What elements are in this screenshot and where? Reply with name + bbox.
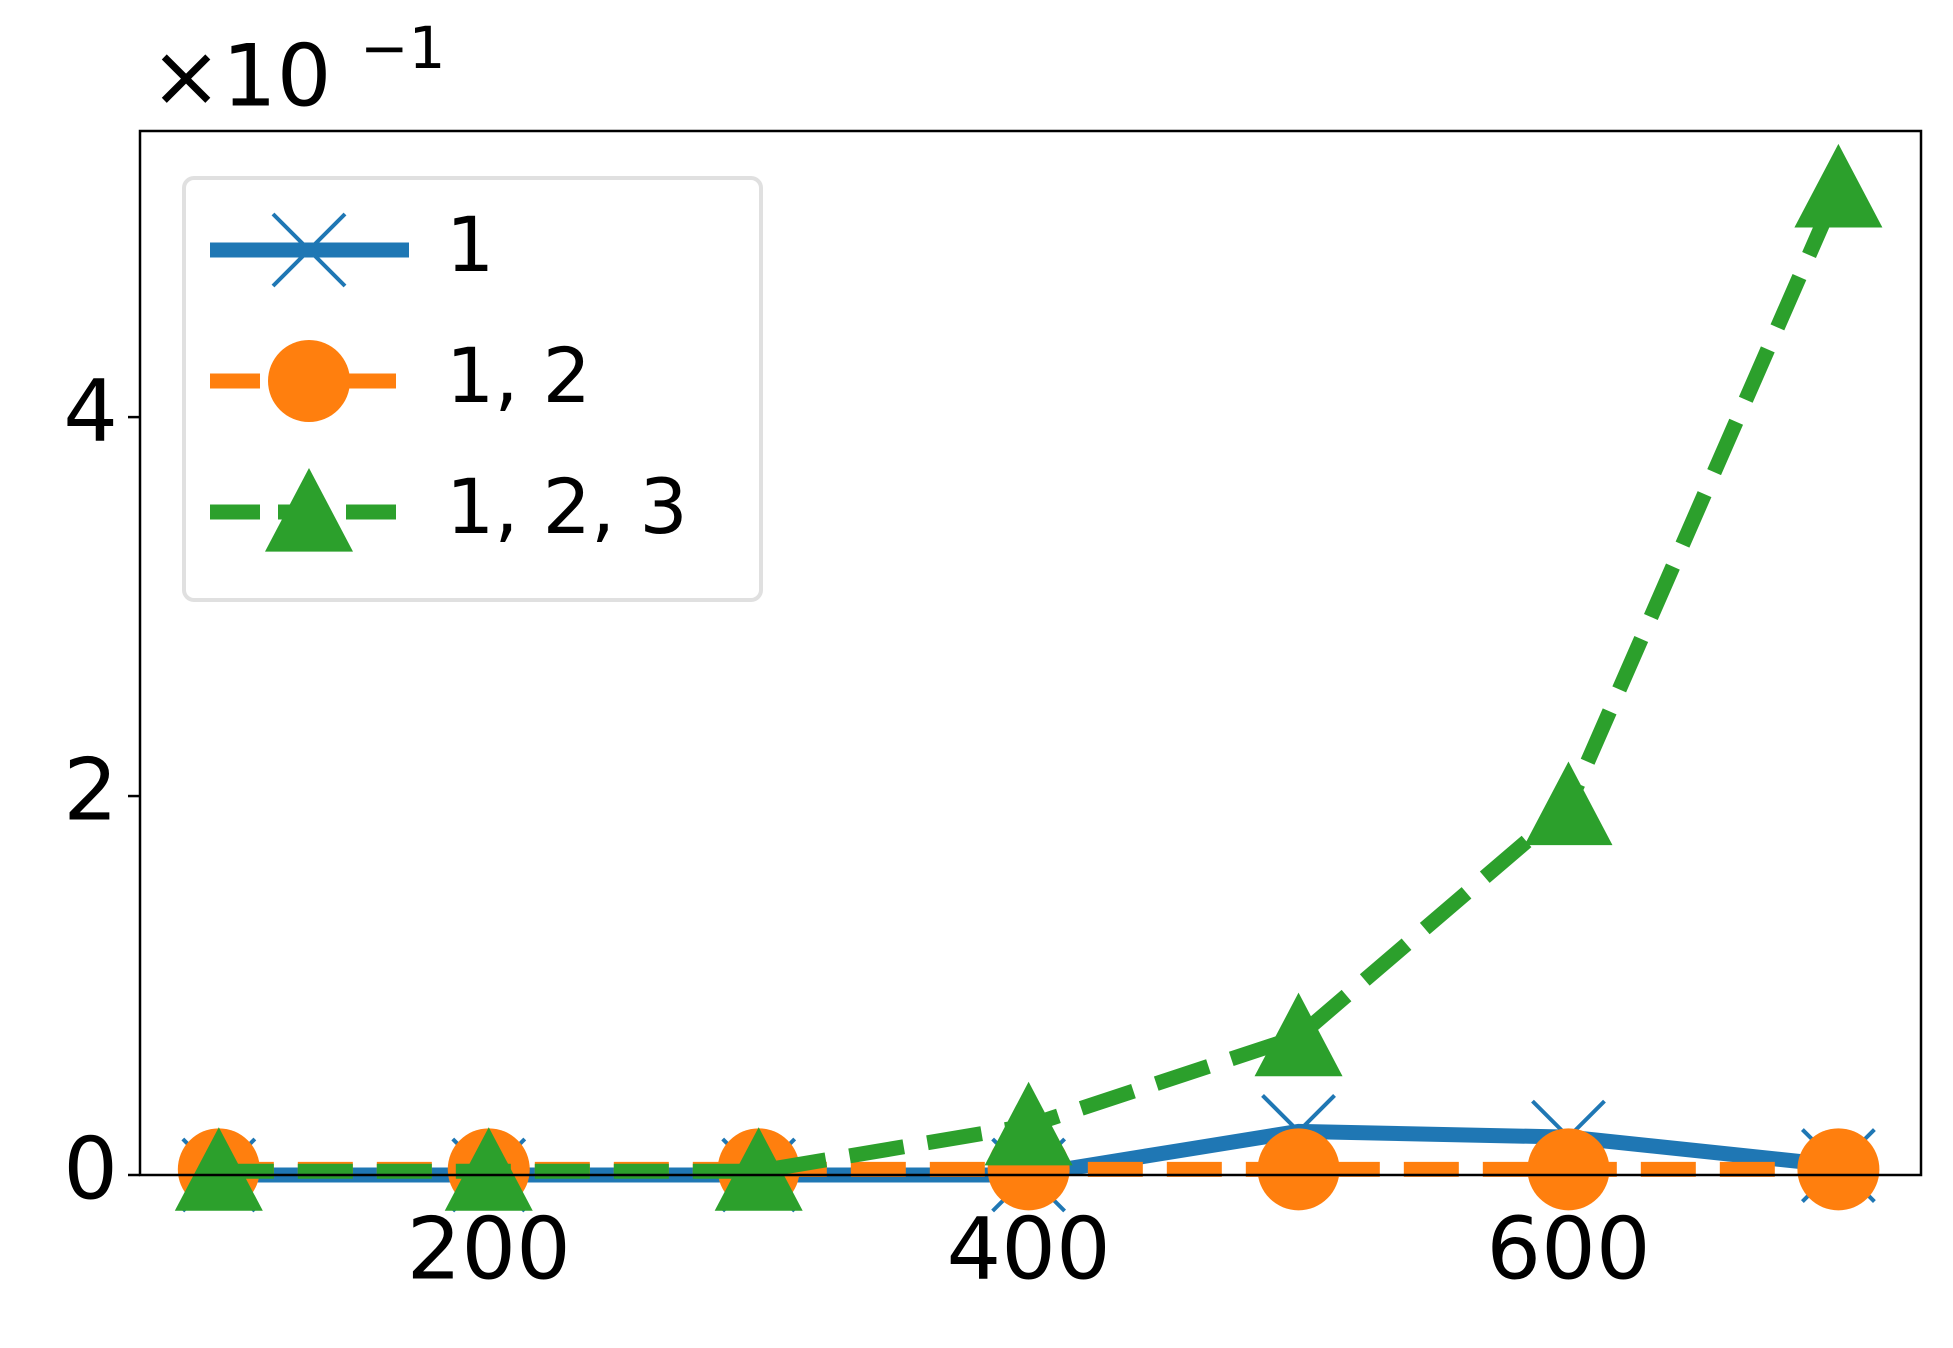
marker (271, 212, 347, 288)
x-tick-label: 600 (1486, 1199, 1650, 1299)
marker (1257, 1128, 1340, 1211)
marker (1527, 1128, 1610, 1211)
legend-label: 1, 2 (446, 331, 591, 420)
plot-area (174, 143, 1883, 1213)
marker (1254, 992, 1343, 1077)
marker (444, 1127, 533, 1211)
x-tick-label: 400 (947, 1199, 1111, 1299)
marker (1797, 1128, 1880, 1211)
y-tick-label: 4 (63, 362, 118, 462)
x-tick-label: 200 (407, 1199, 571, 1299)
legend-label: 1 (446, 200, 494, 289)
marker (265, 468, 353, 552)
y-offset-label: ×10 (150, 26, 332, 126)
marker (1794, 143, 1883, 228)
axes-frame (138, 129, 1923, 1177)
marker (984, 1081, 1073, 1166)
y-offset-exponent: −1 (360, 14, 446, 82)
y-tick-label: 2 (63, 740, 118, 840)
legend: 1 1, 2 1, 2, 3 (182, 176, 763, 602)
legend-box (182, 176, 763, 602)
marker (1524, 761, 1613, 846)
marker (268, 340, 350, 422)
marker (174, 1127, 263, 1211)
y-tick-label: 0 (63, 1119, 118, 1219)
legend-label: 1, 2, 3 (446, 462, 688, 551)
marker (714, 1127, 803, 1211)
